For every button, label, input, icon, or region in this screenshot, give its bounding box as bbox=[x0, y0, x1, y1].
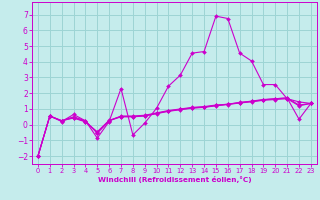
X-axis label: Windchill (Refroidissement éolien,°C): Windchill (Refroidissement éolien,°C) bbox=[98, 176, 251, 183]
